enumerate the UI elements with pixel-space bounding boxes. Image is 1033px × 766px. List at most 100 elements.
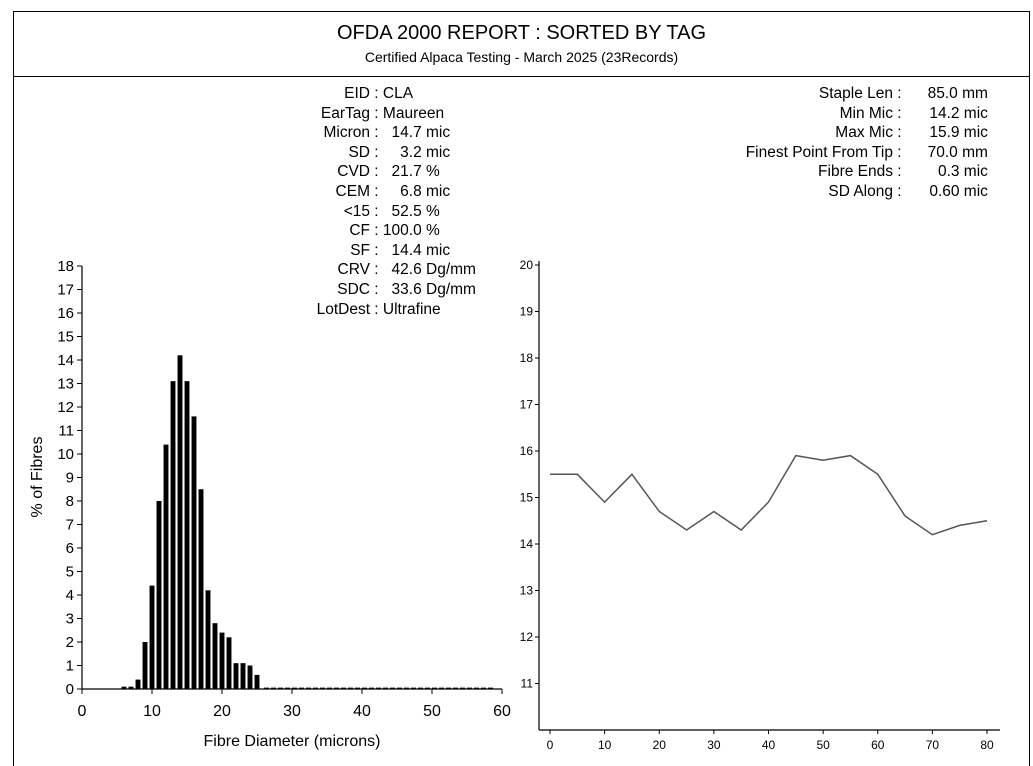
- line-chart-x-tick-label: 20: [653, 738, 667, 752]
- histogram-bar: [198, 489, 204, 689]
- histogram-y-tick-label: 6: [66, 540, 74, 557]
- histogram-y-tick-label: 15: [57, 329, 74, 346]
- histogram-y-tick-label: 16: [57, 305, 74, 322]
- stat-separator: :: [370, 280, 383, 298]
- staple-stat-label: Fibre Ends: [818, 163, 893, 181]
- staple-stat-row: Fibre Ends : 0.3 mic: [710, 162, 988, 182]
- stat-separator: :: [893, 104, 906, 122]
- staple-stat-row: SD Along : 0.60 mic: [710, 182, 988, 202]
- histogram-y-tick-label: 14: [57, 352, 74, 369]
- line-chart-x-tick-label: 30: [707, 738, 721, 752]
- staple-stat-label: Max Mic: [835, 124, 893, 142]
- fibre-stat-value: 42.6 Dg/mm: [382, 261, 476, 279]
- histogram-y-tick-label: 12: [57, 399, 74, 416]
- histogram-y-tick-label: 13: [57, 376, 74, 393]
- histogram-x-tick-label: 50: [423, 703, 441, 720]
- staple-stats-panel: Staple Len : 85.0 mm Min Mic : 14.2 mic Ma…: [710, 84, 988, 202]
- fibre-stat-label: CRV: [337, 261, 370, 279]
- stat-separator: :: [370, 104, 383, 122]
- fibre-stat-label: SF: [350, 241, 370, 259]
- fibre-stat-row: EID : CLA: [300, 84, 476, 104]
- histogram-y-tick-label: 9: [66, 470, 74, 487]
- fibre-stat-label: EarTag: [320, 104, 370, 122]
- fibre-stat-label: SDC: [337, 280, 370, 298]
- line-chart-y-tick-label: 18: [520, 351, 534, 365]
- fibre-stat-value: 100.0 %: [382, 222, 440, 240]
- line-chart-y-tick-label: 20: [520, 258, 534, 272]
- line-chart-x-tick-label: 80: [980, 738, 994, 752]
- line-chart-y-tick-label: 19: [520, 305, 534, 319]
- histogram-bar: [212, 623, 218, 689]
- fibre-stat-label: SD: [348, 143, 370, 161]
- line-chart-y-tick-label: 12: [520, 630, 534, 644]
- fibre-stat-label: LotDest: [316, 300, 370, 318]
- stat-separator: :: [370, 300, 383, 318]
- staple-stat-row: Min Mic : 14.2 mic: [710, 104, 988, 124]
- fibre-stat-value: 21.7 %: [382, 163, 440, 181]
- histogram-bar: [205, 590, 211, 689]
- fibre-stat-value: CLA: [382, 85, 414, 102]
- line-chart-y-tick-label: 14: [520, 537, 534, 551]
- histogram-x-tick-label: 0: [78, 703, 87, 720]
- histogram-x-tick-label: 30: [283, 703, 301, 720]
- histogram-x-axis-title: Fibre Diameter (microns): [204, 733, 381, 750]
- line-chart-y-tick-label: 11: [521, 677, 534, 691]
- fibre-stat-value: 33.6 Dg/mm: [382, 280, 476, 298]
- histogram-bar: [135, 679, 141, 689]
- histogram-bar: [226, 637, 232, 689]
- fibre-stat-value: 6.8 mic: [382, 182, 451, 200]
- fibre-stat-value: 3.2 mic: [382, 143, 451, 161]
- histogram-x-tick-label: 20: [213, 703, 231, 720]
- histogram-bar: [149, 585, 155, 689]
- histogram-bar: [128, 686, 134, 689]
- stat-separator: :: [893, 163, 906, 181]
- histogram-bar: [156, 501, 162, 689]
- staple-stat-label: Min Mic: [839, 104, 893, 122]
- stat-separator: :: [893, 182, 906, 200]
- fibre-stat-row: SF : 14.4 mic: [300, 241, 476, 261]
- line-chart-x-tick-label: 0: [547, 738, 554, 752]
- staple-stat-value: 85.0 mm: [927, 85, 988, 102]
- histogram-x-tick-label: 60: [493, 703, 511, 720]
- stat-separator: :: [893, 124, 906, 142]
- fibre-stat-value: 14.7 mic: [382, 124, 451, 142]
- staple-stat-label: Finest Point From Tip: [745, 143, 893, 161]
- fibre-stat-label: CF: [349, 222, 370, 240]
- staple-stat-value: 14.2 mic: [929, 104, 988, 122]
- histogram-bar: [191, 416, 197, 689]
- line-chart-x-tick-label: 60: [871, 738, 885, 752]
- staple-stat-label: Staple Len: [818, 85, 893, 102]
- line-chart-y-tick-label: 13: [520, 584, 534, 598]
- fibre-stat-row: CVD : 21.7 %: [300, 162, 476, 182]
- histogram-bar: [163, 444, 169, 689]
- report-title: OFDA 2000 REPORT : SORTED BY TAG: [336, 22, 707, 44]
- histogram-x-tick-label: 10: [143, 703, 161, 720]
- fibre-stat-label: Micron: [323, 124, 370, 142]
- stat-separator: :: [370, 261, 383, 279]
- histogram-y-tick-label: 18: [57, 258, 74, 275]
- histogram-bar: [254, 674, 260, 689]
- histogram-bar: [121, 686, 127, 689]
- histogram-y-tick-label: 1: [66, 658, 74, 675]
- staple-stat-label: SD Along: [828, 182, 893, 200]
- histogram-y-tick-label: 4: [66, 587, 74, 604]
- histogram-bar: [240, 663, 246, 689]
- staple-stat-value: 15.9 mic: [929, 124, 988, 142]
- histogram-y-tick-label: 17: [57, 282, 74, 299]
- histogram-y-tick-label: 5: [66, 564, 74, 581]
- staple-stat-value: 70.0 mm: [927, 143, 988, 161]
- histogram-x-tick-label: 40: [353, 703, 371, 720]
- fibre-stat-value: 14.4 mic: [382, 241, 451, 259]
- histogram-bar: [177, 355, 183, 689]
- staple-stat-row: Staple Len : 85.0 mm: [710, 84, 988, 104]
- histogram-bar: [247, 665, 253, 689]
- staple-stat-row: Finest Point From Tip : 70.0 mm: [710, 143, 988, 163]
- line-chart-y-tick-label: 17: [520, 398, 534, 412]
- stat-separator: :: [370, 202, 383, 220]
- stat-separator: :: [893, 143, 906, 161]
- stat-separator: :: [370, 222, 383, 240]
- line-chart-y-tick-label: 15: [520, 491, 534, 505]
- staple-stat-value: 0.60 mic: [929, 182, 988, 200]
- fibre-stat-label: <15: [343, 202, 370, 220]
